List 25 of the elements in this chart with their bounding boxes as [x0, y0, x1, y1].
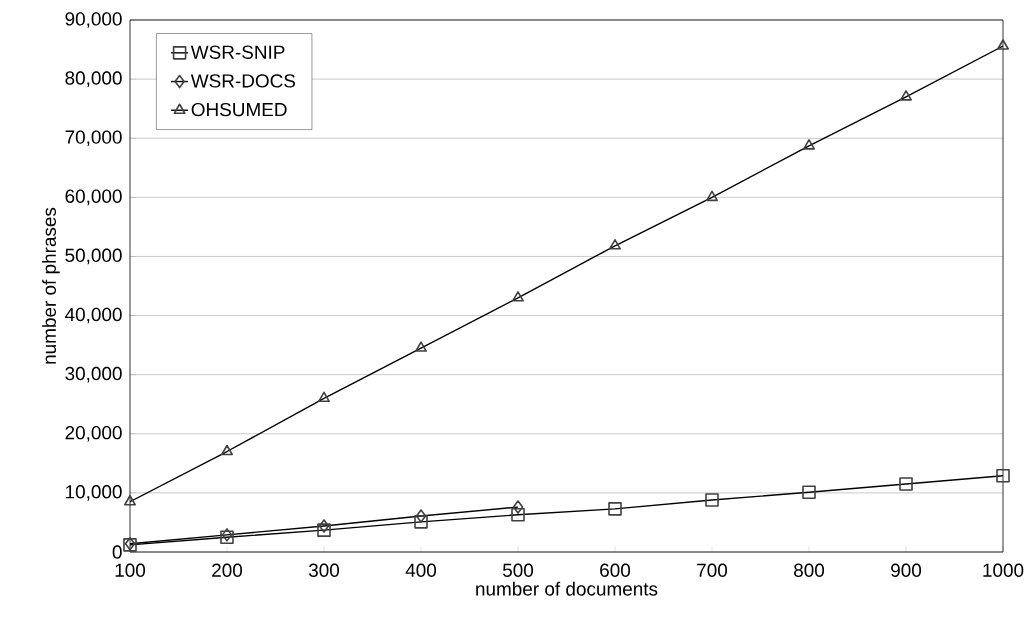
x-tick-label: 800 [794, 563, 825, 577]
x-tick-label: 900 [891, 563, 922, 577]
x-tick-label: 400 [405, 563, 437, 577]
y-axis-title: number of phrases [42, 207, 60, 364]
y-tick-label: 40,000 [65, 307, 122, 324]
legend-label: WSR-DOCS [190, 74, 296, 88]
y-tick-label: 80,000 [65, 71, 122, 87]
x-tick-label: 600 [600, 563, 631, 577]
y-tick-label: 0 [112, 545, 122, 559]
x-tick-label: 500 [502, 563, 534, 577]
y-tick-label: 70,000 [65, 130, 122, 147]
y-tick-label: 30,000 [65, 366, 122, 383]
x-tick-label: 300 [308, 563, 340, 577]
x-tick-label: 100 [115, 563, 146, 577]
legend-label: WSR-SNIP [190, 45, 285, 59]
x-tick-label: 200 [212, 563, 243, 577]
y-tick-label: 60,000 [65, 189, 122, 206]
y-tick-label: 10,000 [66, 485, 122, 501]
y-tick-label: 90,000 [65, 12, 122, 28]
x-tick-label: 1000 [983, 563, 1024, 577]
x-axis-title: number of documents [476, 581, 658, 596]
legend-label: OHSUMED [191, 102, 287, 117]
x-tick-label: 700 [697, 563, 728, 577]
y-tick-label: 50,000 [65, 248, 122, 265]
y-tick-label: 20,000 [65, 425, 122, 442]
